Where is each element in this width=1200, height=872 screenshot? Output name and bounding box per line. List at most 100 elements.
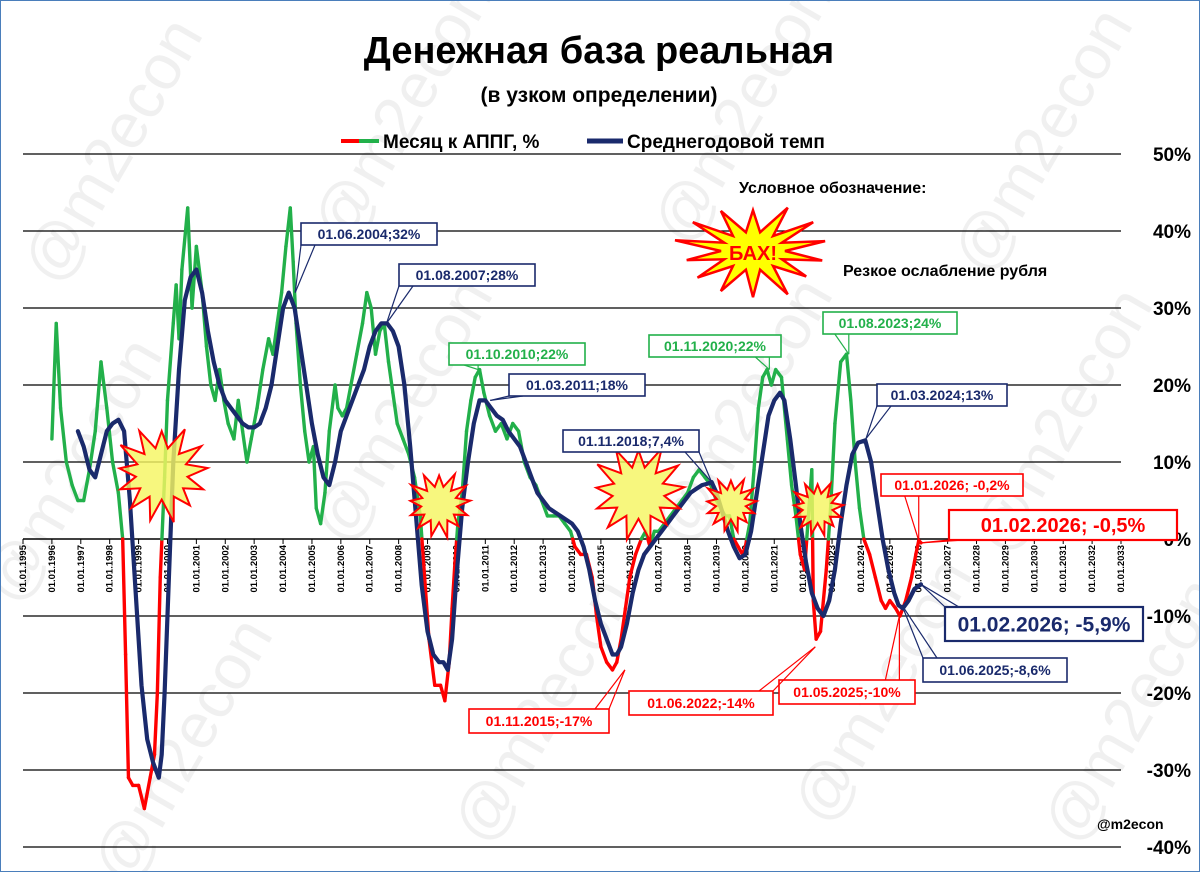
annotation-leader [904,495,920,541]
annotation-box [778,679,916,705]
x-tick-label: 01.01.2027 [943,545,954,593]
series-month-segment [391,391,399,426]
annotation-label: 01.06.2025;-8,6% [939,662,1051,678]
annotation-leader [594,669,626,710]
annotation-leader [758,646,816,692]
annotation-leader [608,669,626,710]
x-tick-label: 01.01.2006 [336,545,347,593]
x-tick-label: 01.01.2030 [1029,545,1040,593]
y-tick-label: 20% [1153,376,1191,397]
x-tick-label: 01.01.2020 [740,545,751,593]
series-month-segment [909,552,918,580]
series-month-segment [594,614,603,649]
series-month-segment [142,776,152,811]
series-month-segment [914,538,921,557]
series-month-segment [120,537,128,657]
annotation-box [822,311,958,335]
series-month-segment [599,645,609,664]
annotation-box [876,383,1008,407]
chart-subtitle: (в узком определении) [481,84,718,107]
annotation-label: 01.01.2026; -0,2% [894,477,1010,493]
series-month-segment [87,429,97,472]
series-month-segment [623,575,632,610]
x-tick-label: 01.01.2019 [711,545,722,593]
watermark-text: @m2econ [938,1,1147,285]
annotation-leader [865,405,892,440]
series-month-segment [50,321,58,441]
series-month-segment [155,575,162,695]
x-tick-label: 01.01.2009 [423,545,434,593]
series-month-segment [824,537,831,572]
annotation-box [947,508,1179,542]
series-month-segment [365,290,373,310]
series-month-segment [464,398,473,433]
series-month-segment [867,552,878,580]
series-month-segment [298,383,307,433]
series-month-segment [811,598,818,641]
series-month-segment [789,483,798,518]
x-tick-label: 01.01.2003 [249,545,260,593]
annotation-label: 01.03.2024;13% [891,387,994,403]
annotation-box [922,657,1068,683]
x-tick-label: 01.01.2024 [856,544,867,592]
x-tick-label: 01.01.2021 [769,544,780,592]
series-month-segment [853,460,862,510]
series-month-segment [185,206,194,310]
legend: Месяц к АППГ, % Среднегодовой темп [341,132,825,153]
series-month-segment [271,321,279,356]
annotation-leader [754,356,770,371]
series-month-segment [745,521,752,541]
series-month-segment [904,575,914,603]
series-month-segment [110,460,121,495]
series-month-segment [275,290,284,326]
annotation-leader [698,451,713,483]
series-month-segment [420,537,427,580]
annotation-box [300,222,438,246]
x-tick-label: 01.01.2007 [365,545,376,593]
burst-icon [116,427,212,524]
series-month-segment [386,360,395,395]
annotation-box [648,334,782,358]
annotation-box [628,690,774,716]
x-tick-label: 01.01.2025 [885,544,896,592]
annotation-box [468,708,610,734]
y-tick-label: 50% [1153,145,1191,166]
x-tick-label: 01.01.1997 [76,545,87,593]
series-month-segment [279,244,288,295]
series-month-segment [116,491,125,541]
key-title: Условное обозначение: [739,180,926,197]
series-month-segment [844,352,853,403]
series-month-segment [418,514,424,541]
burst-layer [116,427,847,544]
series-month-segment [828,421,837,510]
series-month-segment [349,352,359,387]
x-tick-label: 01.01.2033 [1116,545,1127,593]
series-month-segment [633,537,644,557]
y-tick-label: -20% [1147,684,1191,705]
x-tick-label: 01.01.2017 [654,545,665,593]
key-description: Резкое ослабление рубля [843,263,1047,280]
x-tick-label: 01.01.2012 [509,545,520,593]
x-tick-label: 01.01.2005 [307,544,318,592]
annotation-leader [684,451,713,483]
burst-icon [407,470,474,542]
series-month-segment [499,421,509,441]
annotation-leader [386,285,414,324]
annotation-label: 01.08.2023;24% [839,315,942,331]
series-month-segment [401,437,411,456]
x-tick-label: 01.01.2013 [538,545,549,593]
series-month-segment [833,360,843,426]
series-month-segment [756,375,765,410]
series-month-segment [752,406,761,472]
series-month-segment [857,506,866,541]
series-month-segment [70,483,80,503]
series-month-segment [453,537,459,564]
series-month-segment [487,414,498,433]
burst-icon [791,479,847,540]
annotation-leader [920,583,960,608]
series-month-segment [395,421,405,441]
annotation-box [943,605,1145,643]
x-tick-label: 01.01.2001 [191,544,202,592]
annotation-label: 01.05.2025;-10% [793,684,901,700]
x-tick-label: 01.01.2014 [567,544,578,592]
